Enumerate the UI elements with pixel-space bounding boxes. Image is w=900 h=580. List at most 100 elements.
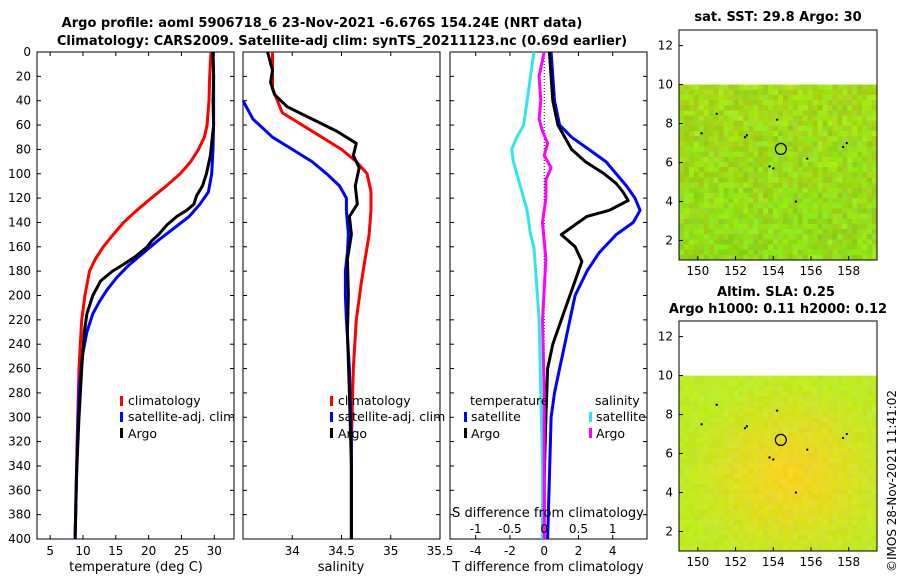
map-cell — [807, 530, 814, 536]
map-cell — [688, 422, 695, 428]
map-cell — [728, 540, 734, 547]
map-cell — [832, 100, 838, 106]
map-cell — [708, 192, 715, 199]
map-cell — [679, 125, 685, 132]
map-cell — [679, 540, 685, 547]
map-cell — [773, 504, 779, 511]
map-cell — [842, 447, 848, 454]
map-cell — [743, 411, 749, 418]
map-cell — [797, 244, 804, 251]
map-cell — [867, 136, 873, 142]
map-cell — [847, 422, 853, 428]
map-cell — [683, 100, 690, 106]
map-cell — [718, 540, 724, 547]
map-cell — [688, 218, 695, 225]
map-cell — [708, 89, 715, 96]
map-cell — [728, 167, 734, 173]
map-cell — [758, 427, 764, 433]
map-cell — [748, 447, 754, 454]
map-cell — [807, 239, 814, 245]
map-cell — [728, 411, 734, 418]
map-cell — [817, 172, 823, 178]
map-cell — [827, 483, 833, 490]
map-cell — [797, 494, 804, 500]
map-cell — [867, 437, 873, 444]
map-cell — [708, 411, 715, 418]
map-cell — [773, 375, 779, 382]
map-cell — [867, 208, 873, 214]
map-cell — [812, 141, 818, 147]
map-cell — [812, 234, 818, 240]
map-cell — [723, 504, 729, 511]
map-cell — [683, 229, 690, 235]
map-cell — [862, 380, 868, 387]
map-cell — [778, 530, 784, 536]
map-cell — [827, 167, 833, 173]
map-cell — [787, 427, 794, 433]
map-cell — [743, 514, 749, 521]
map-cell — [693, 203, 700, 209]
map-cell — [802, 396, 809, 402]
map-cell — [857, 203, 863, 209]
map-cell — [872, 437, 878, 444]
map-cell — [827, 509, 833, 516]
map-cell — [817, 385, 823, 392]
map-cell — [847, 254, 853, 261]
map-cell — [768, 110, 774, 116]
map-cell — [743, 89, 749, 96]
y-tick-label: 60 — [16, 118, 31, 132]
map-cell — [758, 156, 764, 163]
map-cell — [787, 442, 794, 449]
map-cell — [787, 489, 794, 495]
map-cell — [758, 110, 764, 116]
map-cell — [857, 437, 863, 444]
map-cell — [782, 452, 789, 459]
map-cell — [698, 458, 705, 464]
map-cell — [688, 239, 695, 245]
map-cell — [802, 249, 809, 256]
map-cell — [797, 229, 804, 235]
map-cell — [743, 483, 749, 490]
map-cell — [733, 540, 739, 547]
map-cell — [812, 229, 818, 235]
map-cell — [763, 141, 769, 147]
map-cell — [812, 447, 818, 454]
map-cell — [733, 120, 739, 127]
map-cell — [872, 380, 878, 387]
map-cell — [768, 380, 774, 387]
map-cell — [837, 141, 843, 147]
map-cell — [817, 182, 823, 189]
map-cell — [728, 115, 734, 122]
map-cell — [847, 427, 853, 433]
map-cell — [827, 473, 833, 480]
map-cell — [733, 530, 739, 536]
map-cell — [812, 458, 818, 464]
map-cell — [867, 203, 873, 209]
map-cell — [812, 120, 818, 127]
map-cell — [743, 385, 749, 392]
map-cell — [792, 458, 799, 464]
map-cell — [738, 239, 744, 245]
map-cell — [733, 151, 739, 158]
map-cell — [713, 223, 719, 230]
map-cell — [708, 167, 715, 173]
map-cell — [792, 396, 799, 402]
map-cell — [738, 468, 744, 475]
map-cell — [792, 442, 799, 449]
y-tick-label: 180 — [8, 264, 31, 278]
map-cell — [768, 504, 774, 511]
s-difference-ticklabels: -1 -0.5 0 0.5 1 — [470, 522, 617, 536]
map-cell — [748, 100, 754, 106]
map-cell — [872, 120, 878, 127]
map-cell — [688, 84, 695, 91]
legend-swatch-argo — [330, 428, 333, 438]
map-cell — [718, 545, 724, 552]
map-cell — [792, 416, 799, 423]
map-cell — [812, 115, 818, 122]
map-cell — [718, 427, 724, 433]
map-cell — [812, 391, 818, 397]
map-cell — [787, 177, 794, 184]
map-cell — [852, 120, 858, 127]
map-cell — [753, 514, 759, 521]
map-cell — [862, 136, 868, 142]
